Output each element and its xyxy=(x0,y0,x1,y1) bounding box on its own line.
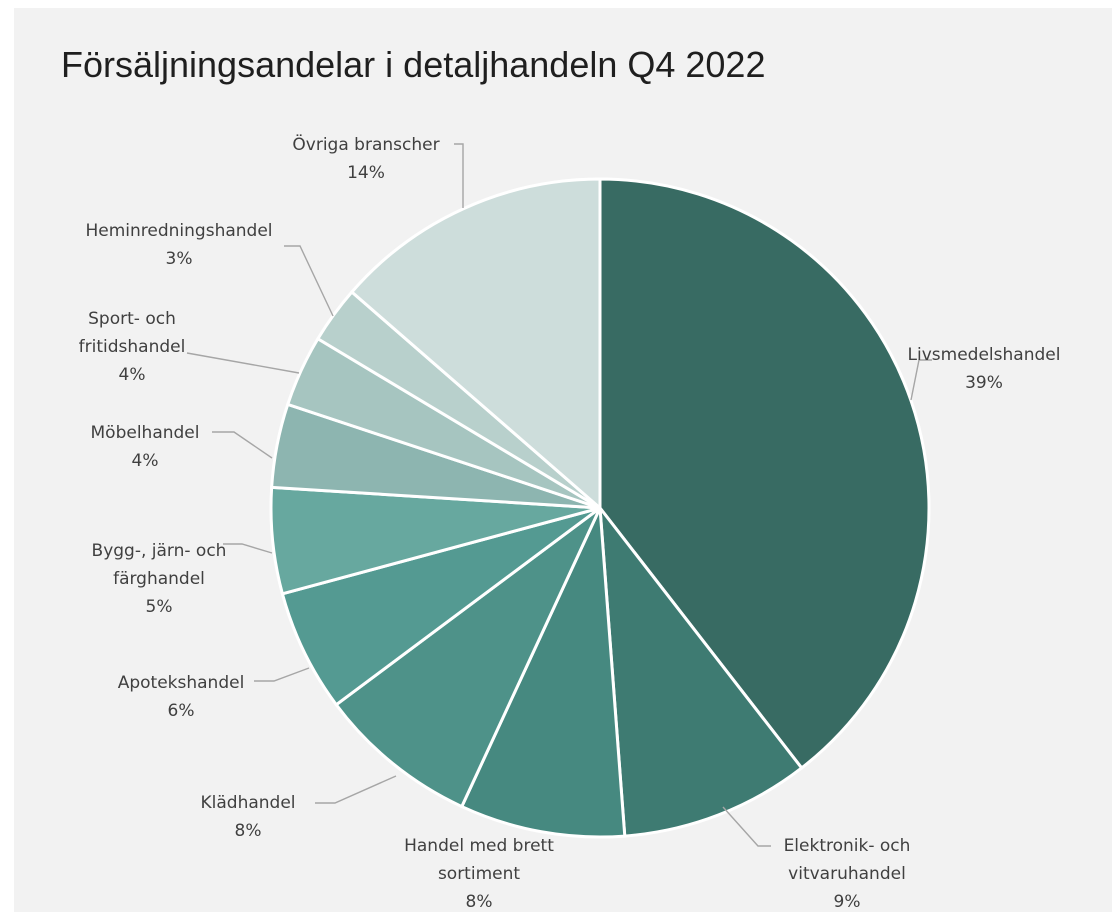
leader-line xyxy=(254,667,310,682)
slice-percent-label: 4% xyxy=(132,451,159,471)
slice-name-label: Sport- och xyxy=(88,309,176,329)
pie-slice xyxy=(334,506,602,809)
slice-name-label: Handel med brett xyxy=(404,836,554,856)
leader-line xyxy=(186,352,300,374)
slice-percent-label: 6% xyxy=(168,701,195,721)
slice-name-label: Apotekshandel xyxy=(118,673,245,693)
slice-percent-label: 14% xyxy=(347,163,385,183)
slice-percent-label: 8% xyxy=(466,892,493,912)
slice-percent-label: 5% xyxy=(146,597,173,617)
slice-name-label: sortiment xyxy=(438,864,520,884)
slice-name-label: Elektronik- och xyxy=(784,836,911,856)
slice-percent-label: 3% xyxy=(166,249,193,269)
leader-line xyxy=(315,775,397,804)
chart-title: Försäljningsandelar i detaljhandeln Q4 2… xyxy=(61,44,766,85)
slice-name-label: Övriga branscher xyxy=(292,133,439,155)
leader-line xyxy=(454,143,464,208)
slice-name-label: Heminredningshandel xyxy=(85,221,272,241)
slice-name-label: färghandel xyxy=(113,569,205,589)
slice-name-label: Möbelhandel xyxy=(91,423,200,443)
slice-percent-label: 4% xyxy=(119,365,146,385)
leader-line xyxy=(223,543,273,554)
chart-area: Försäljningsandelar i detaljhandeln Q4 2… xyxy=(14,8,1112,912)
slice-name-label: Livsmedelshandel xyxy=(908,345,1061,365)
slice-name-label: Klädhandel xyxy=(200,793,295,813)
pie-slice xyxy=(459,502,627,839)
leader-line xyxy=(284,245,334,317)
slice-name-label: fritidshandel xyxy=(79,337,186,357)
pie-slice xyxy=(349,177,602,512)
slice-name-label: Bygg-, järn- och xyxy=(92,541,227,561)
leader-line xyxy=(722,806,771,847)
pie-slice xyxy=(598,177,931,771)
slice-name-label: vitvaruhandel xyxy=(788,864,906,884)
pie-slice xyxy=(280,506,601,707)
pie-slice xyxy=(598,503,804,838)
leader-line xyxy=(212,431,273,459)
slice-percent-label: 8% xyxy=(235,821,262,841)
pie-chart: Livsmedelshandel 39% Elektronik- och vitvar… xyxy=(79,133,1061,912)
slice-percent-label: 9% xyxy=(834,892,861,912)
leader-line xyxy=(910,359,932,401)
slice-percent-label: 39% xyxy=(965,373,1003,393)
